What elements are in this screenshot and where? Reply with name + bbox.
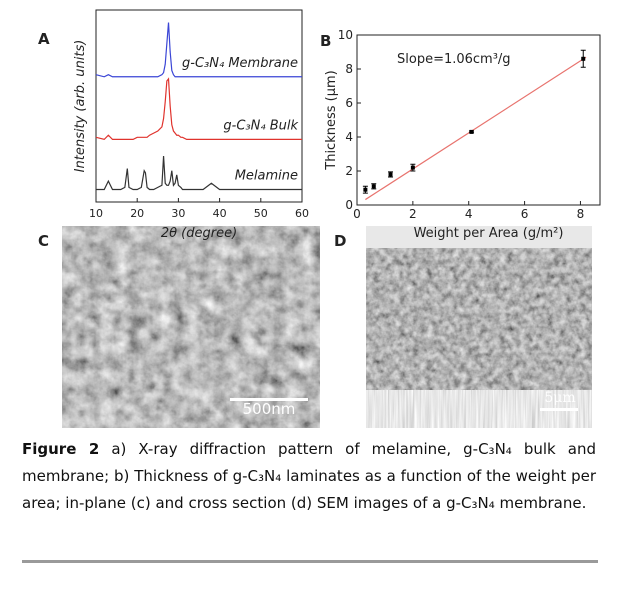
y-tick-label: 2 <box>345 164 353 178</box>
scale-bar-label: 500nm <box>243 400 296 418</box>
x-axis-label: 2θ (degree) <box>161 226 237 241</box>
x-tick-label: 40 <box>213 207 227 220</box>
point <box>581 57 585 61</box>
annotation: Slope=1.06cm³/g <box>397 52 511 67</box>
x-tick-label: 50 <box>254 207 268 220</box>
point <box>389 172 393 176</box>
x-tick-label: 0 <box>353 207 361 221</box>
x-tick-label: 6 <box>521 207 529 221</box>
sem-laminate <box>366 248 592 390</box>
point <box>363 188 367 192</box>
x-axis-label: Weight per Area (g/m²) <box>414 226 564 241</box>
fit-line <box>365 57 586 199</box>
series-label: Melamine <box>235 168 298 183</box>
panel-label: D <box>334 232 346 250</box>
caption-text: a) X-ray diffraction pattern of melamine… <box>22 440 596 512</box>
caption: Figure 2 a) X-ray diffraction pattern of… <box>22 436 596 517</box>
point <box>411 166 415 170</box>
scale-bar <box>540 408 578 411</box>
page: A B C D 500nm 5μm 102030405060g-C₃N₄ Mem… <box>0 0 618 599</box>
sem-image-in-plane <box>62 226 320 428</box>
series-label: g-C₃N₄ Membrane <box>182 56 298 71</box>
x-tick-label: 2 <box>409 207 417 221</box>
series-label: g-C₃N₄ Bulk <box>223 118 298 133</box>
y-axis-label: Intensity (arb. units) <box>73 40 88 173</box>
point <box>470 130 474 134</box>
x-tick-label: 4 <box>465 207 473 221</box>
scale-bar-label: 5μm <box>544 390 575 406</box>
panel-label: B <box>320 32 331 50</box>
y-tick-label: 8 <box>345 62 353 76</box>
x-tick-label: 60 <box>295 207 309 220</box>
y-tick-label: 6 <box>345 96 353 110</box>
separator <box>22 560 598 563</box>
y-axis-label: Thickness (μm) <box>324 70 339 170</box>
x-tick-label: 30 <box>171 207 185 220</box>
point <box>372 184 376 188</box>
panel-label: C <box>38 232 49 250</box>
y-tick-label: 4 <box>345 130 353 144</box>
x-tick-label: 10 <box>89 207 103 220</box>
y-tick-label: 10 <box>338 28 353 42</box>
x-tick-label: 8 <box>577 207 585 221</box>
caption-label: Figure 2 <box>22 440 99 458</box>
y-tick-label: 0 <box>345 198 353 212</box>
x-tick-label: 20 <box>130 207 144 220</box>
panel-label: A <box>38 30 50 48</box>
